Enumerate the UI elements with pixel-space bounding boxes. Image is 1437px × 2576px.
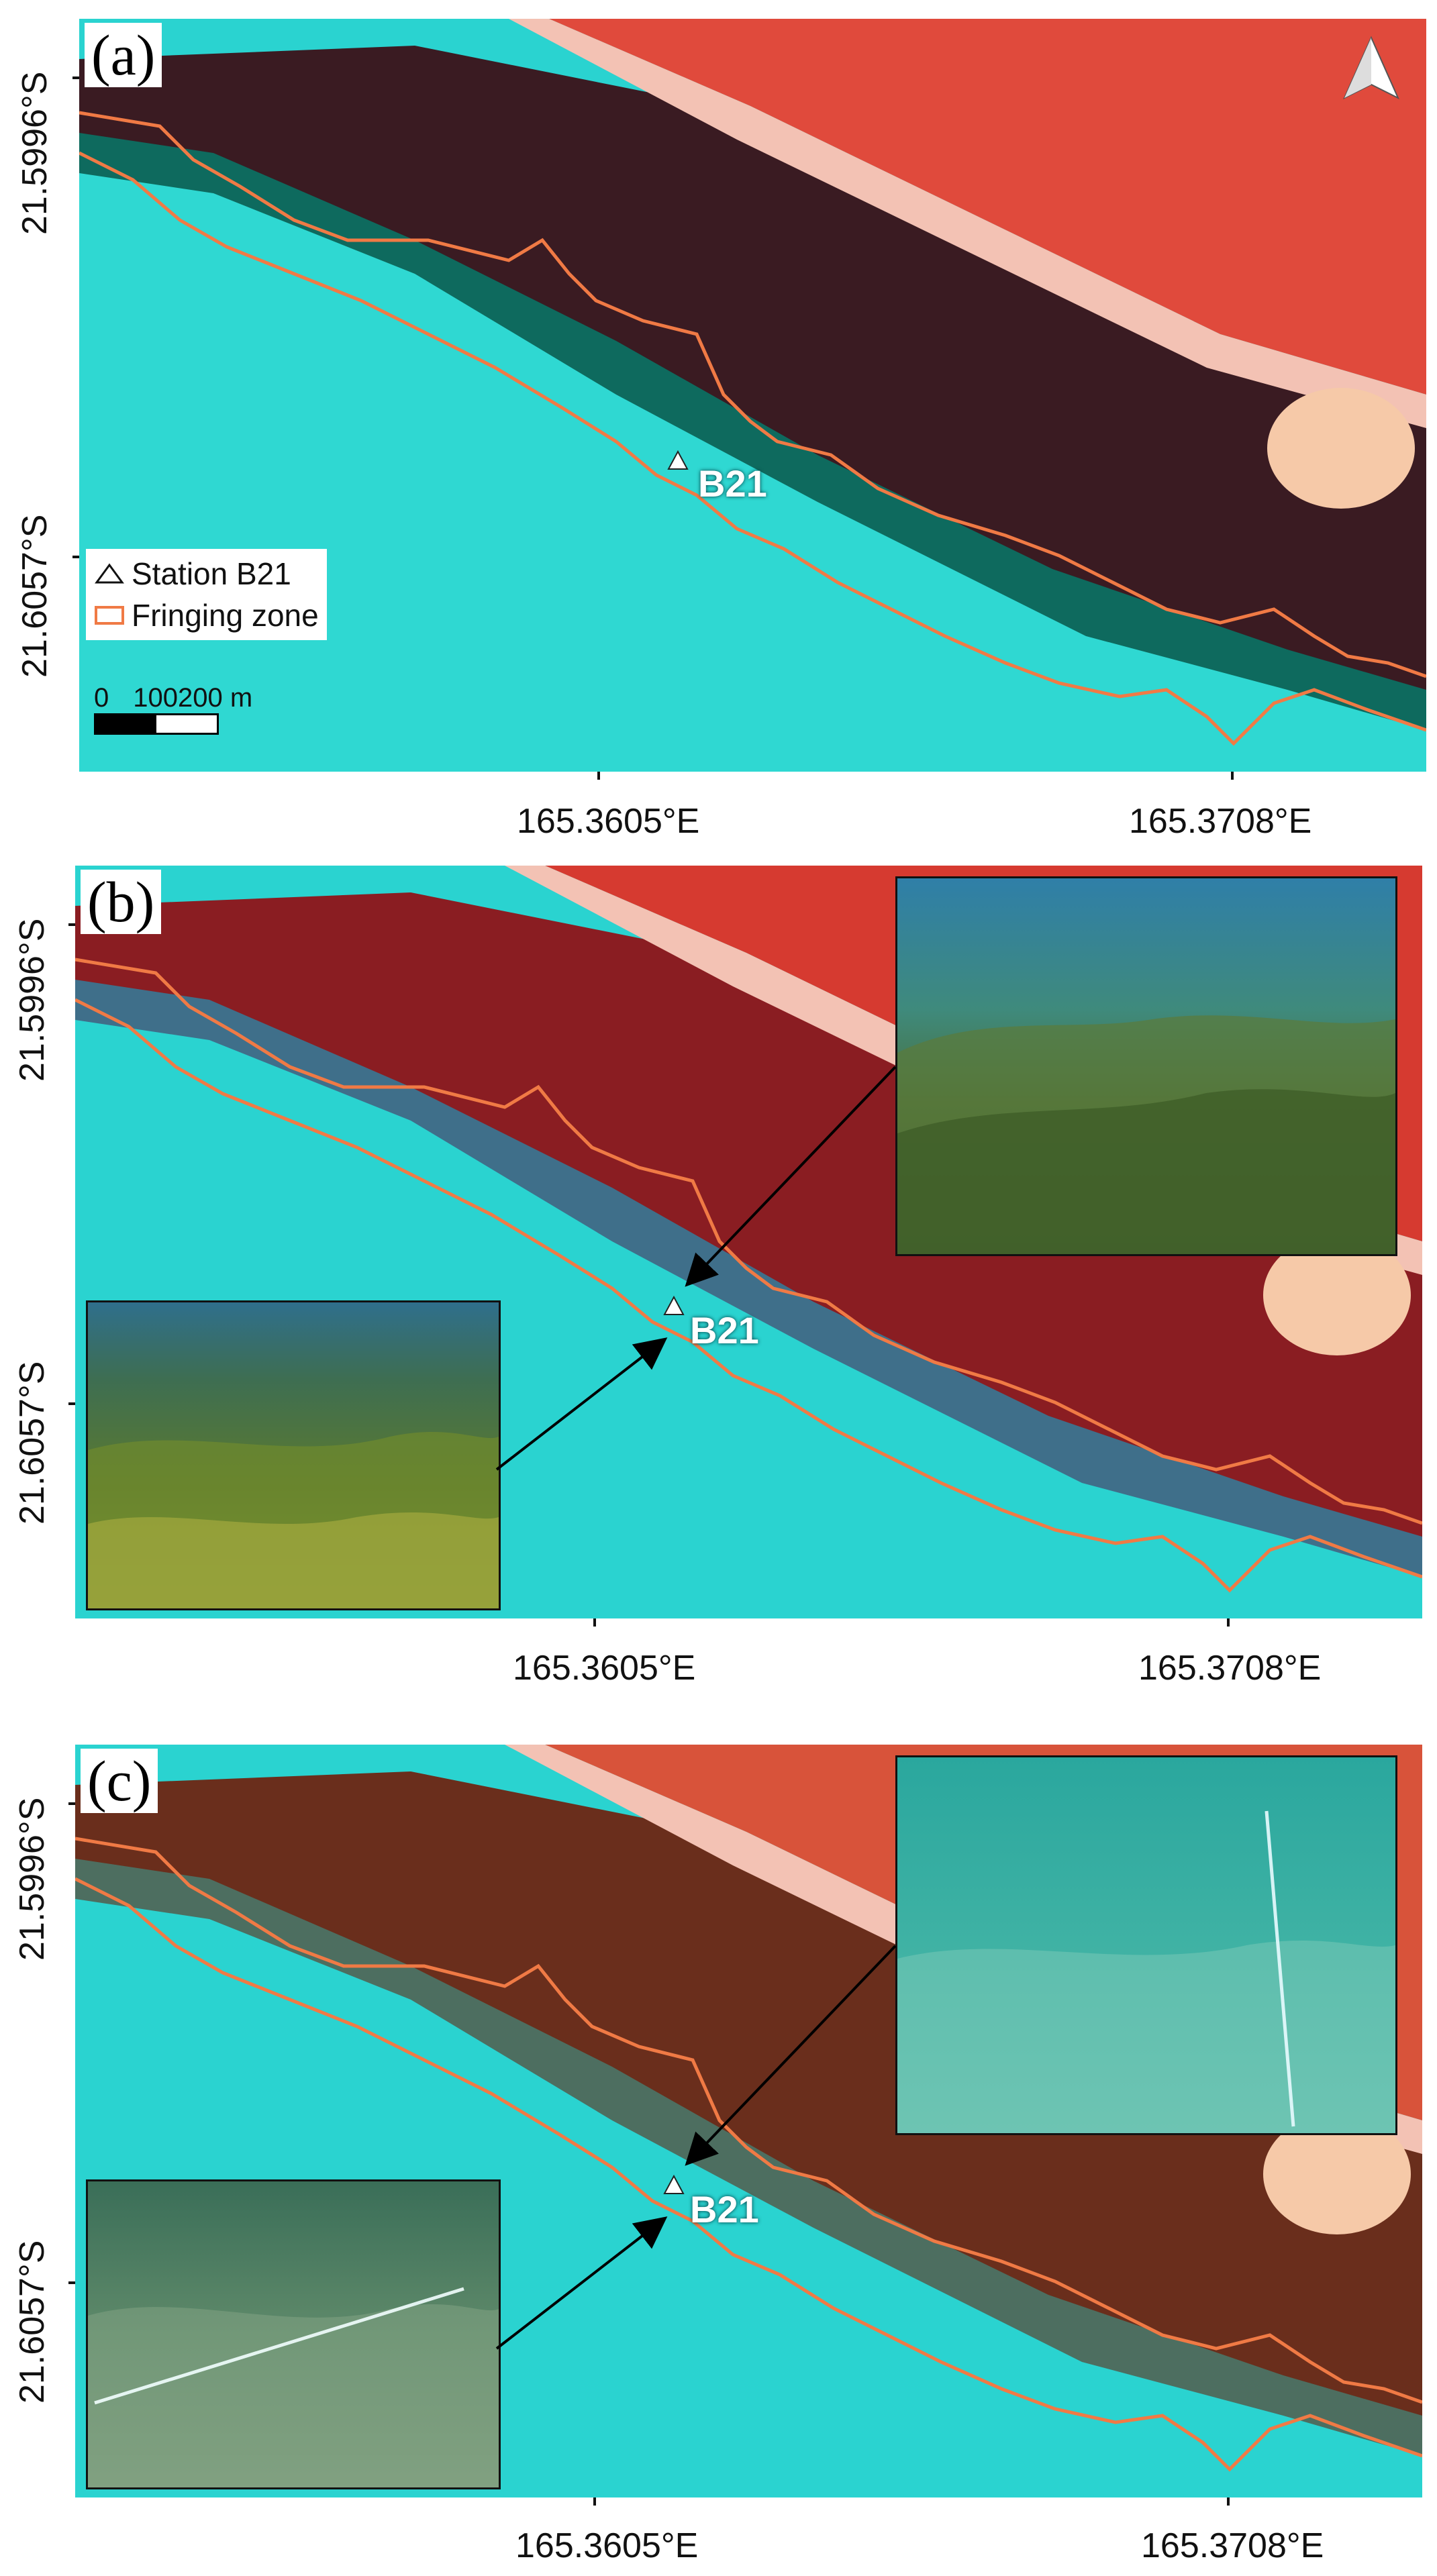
legend-station-text: Station B21 bbox=[132, 556, 291, 591]
lat-label-bottom-b: 21.6057°S bbox=[13, 1361, 52, 1525]
legend-zone-text: Fringing zone bbox=[132, 598, 319, 633]
station-marker-b bbox=[663, 1295, 685, 1315]
scale-label-1: 100200 m bbox=[133, 683, 253, 713]
seabed-transect-photo bbox=[895, 1755, 1397, 2135]
satellite-image-a bbox=[79, 19, 1426, 772]
legend-station-row: Station B21 bbox=[94, 553, 319, 595]
lon-label-left-b: 165.3605°E bbox=[513, 1649, 696, 1688]
legend-zone-row: Fringing zone bbox=[94, 595, 319, 636]
station-label-b: B21 bbox=[690, 1309, 759, 1351]
map-panel-b: (b) B21 bbox=[75, 866, 1422, 1618]
lat-label-bottom-c: 21.6057°S bbox=[13, 2240, 52, 2404]
lon-label-right-b: 165.3708°E bbox=[1138, 1649, 1322, 1688]
legend: Station B21 Fringing zone bbox=[86, 549, 327, 640]
scale-bar: 0 100200 m bbox=[94, 683, 252, 735]
station-label-a: B21 bbox=[698, 462, 767, 505]
seagrass-meadow-photo bbox=[895, 876, 1397, 1256]
panel-letter-a: (a) bbox=[85, 23, 162, 87]
seagrass-dense-photo bbox=[86, 1300, 501, 1610]
scale-bar-graphic bbox=[94, 713, 219, 735]
station-marker-c bbox=[663, 2174, 685, 2194]
scale-label-0: 0 bbox=[94, 683, 109, 713]
lat-label-bottom-a: 21.6057°S bbox=[15, 514, 54, 678]
panel-letter-b: (b) bbox=[81, 870, 162, 934]
triangle-icon bbox=[95, 563, 124, 584]
sparse-seabed-photo bbox=[86, 2179, 501, 2489]
lon-label-left-a: 165.3605°E bbox=[517, 802, 700, 841]
lat-label-top-b: 21.5996°S bbox=[13, 918, 52, 1082]
lon-label-right-a: 165.3708°E bbox=[1129, 802, 1312, 841]
station-marker-a bbox=[667, 450, 689, 470]
map-panel-a: (a) B21 Station B21 Fringing zone 0 1002… bbox=[79, 19, 1426, 772]
panel-letter-c: (c) bbox=[81, 1749, 158, 1813]
station-label-c: B21 bbox=[690, 2188, 759, 2230]
map-panel-c: (c) B21 bbox=[75, 1745, 1422, 2497]
lat-label-top-c: 21.5996°S bbox=[13, 1797, 52, 1961]
lon-label-left-c: 165.3605°E bbox=[515, 2526, 699, 2565]
north-arrow-icon bbox=[1342, 36, 1400, 100]
lat-label-top-a: 21.5996°S bbox=[15, 71, 54, 235]
zone-swatch-icon bbox=[95, 606, 124, 625]
lon-label-right-c: 165.3708°E bbox=[1141, 2526, 1324, 2565]
